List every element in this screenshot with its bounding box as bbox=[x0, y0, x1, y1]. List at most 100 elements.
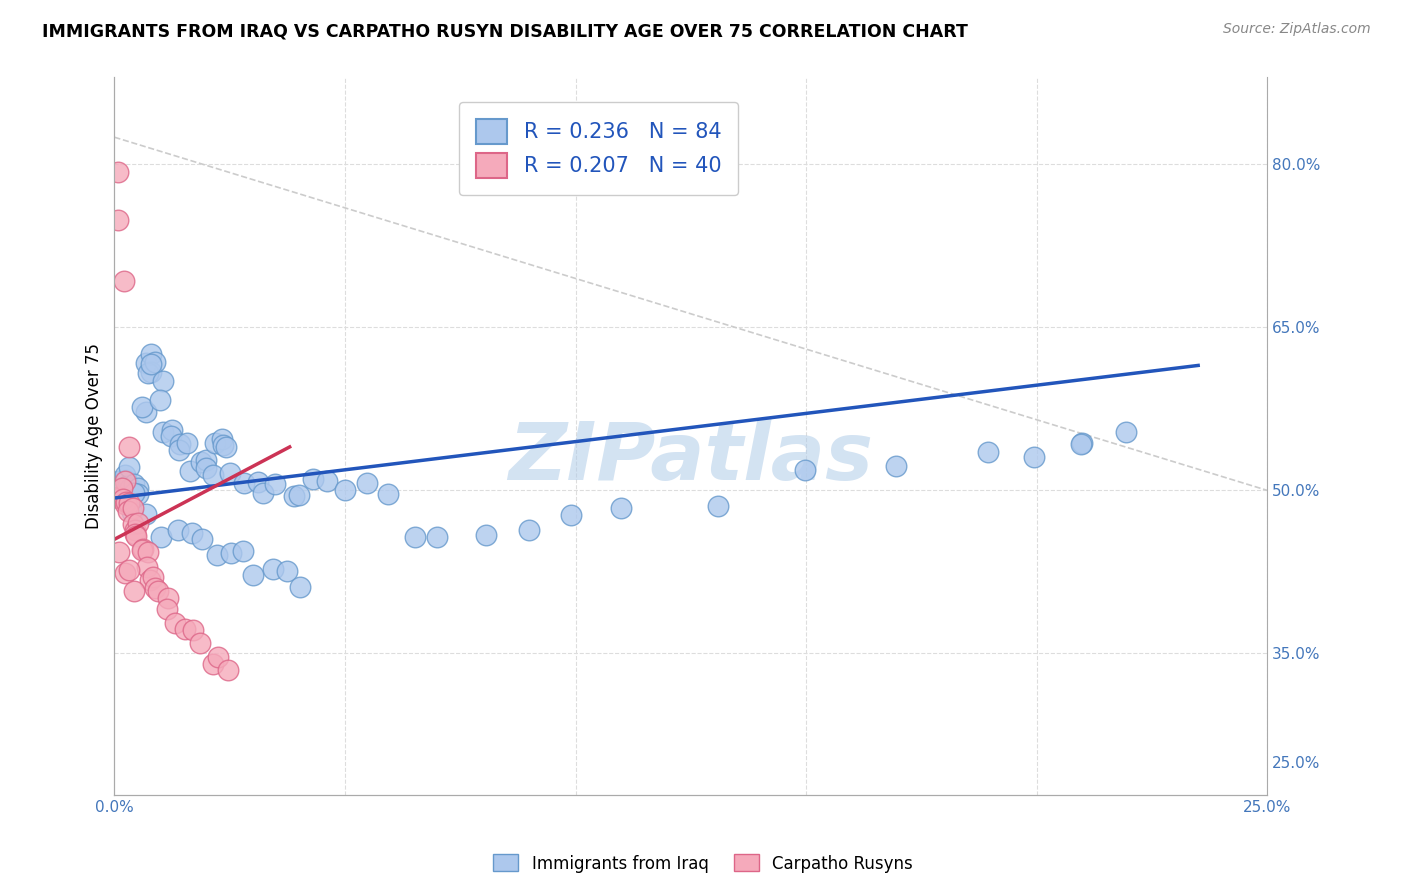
Point bbox=[115, 473, 138, 487]
Point bbox=[107, 212, 129, 227]
Point bbox=[176, 435, 198, 450]
Point bbox=[475, 527, 498, 541]
Point bbox=[127, 516, 149, 531]
Point bbox=[112, 480, 135, 494]
Point bbox=[205, 548, 228, 562]
Point bbox=[977, 445, 1000, 459]
Point bbox=[127, 482, 149, 496]
Point bbox=[404, 530, 426, 544]
Point bbox=[127, 486, 149, 500]
Point bbox=[152, 425, 174, 439]
Point bbox=[115, 495, 138, 509]
Point bbox=[131, 543, 153, 558]
Point bbox=[114, 498, 136, 512]
Point bbox=[156, 602, 179, 616]
Point bbox=[1024, 450, 1046, 464]
Point bbox=[121, 505, 143, 519]
Point bbox=[135, 356, 157, 370]
Point bbox=[159, 429, 181, 443]
Point bbox=[112, 491, 135, 506]
Point bbox=[215, 440, 238, 454]
Point bbox=[117, 478, 139, 492]
Point bbox=[377, 487, 399, 501]
Point bbox=[136, 367, 159, 381]
Point bbox=[233, 475, 256, 490]
Point bbox=[114, 566, 136, 580]
Point bbox=[146, 584, 169, 599]
Point bbox=[118, 481, 141, 495]
Point bbox=[180, 525, 202, 540]
Point bbox=[316, 475, 339, 489]
Point bbox=[121, 485, 143, 500]
Point bbox=[105, 486, 128, 500]
Point bbox=[108, 474, 131, 488]
Point bbox=[117, 484, 139, 499]
Point bbox=[211, 432, 233, 446]
Point bbox=[1115, 425, 1137, 440]
Point bbox=[131, 400, 153, 414]
Text: Source: ZipAtlas.com: Source: ZipAtlas.com bbox=[1223, 22, 1371, 37]
Point bbox=[179, 464, 201, 478]
Point bbox=[262, 562, 284, 576]
Point bbox=[288, 488, 311, 502]
Text: ZIPatlas: ZIPatlas bbox=[509, 418, 873, 497]
Point bbox=[142, 570, 165, 584]
Point bbox=[217, 663, 239, 677]
Point bbox=[204, 435, 226, 450]
Point bbox=[517, 523, 540, 537]
Point bbox=[122, 477, 145, 491]
Point bbox=[114, 474, 136, 488]
Point bbox=[124, 528, 146, 542]
Point bbox=[143, 581, 166, 595]
Point bbox=[167, 443, 190, 458]
Point bbox=[114, 467, 136, 482]
Point bbox=[356, 475, 378, 490]
Point bbox=[135, 507, 157, 521]
Point bbox=[135, 405, 157, 419]
Point bbox=[107, 165, 129, 179]
Point bbox=[136, 545, 159, 559]
Text: IMMIGRANTS FROM IRAQ VS CARPATHO RUSYN DISABILITY AGE OVER 75 CORRELATION CHART: IMMIGRANTS FROM IRAQ VS CARPATHO RUSYN D… bbox=[42, 22, 969, 40]
Point bbox=[426, 530, 449, 544]
Point bbox=[139, 573, 162, 587]
Point bbox=[886, 459, 908, 474]
Point bbox=[221, 546, 243, 560]
Point bbox=[108, 491, 131, 505]
Point bbox=[141, 347, 163, 361]
Point bbox=[560, 508, 582, 522]
Point bbox=[166, 523, 188, 537]
Point bbox=[207, 650, 229, 665]
Point bbox=[118, 563, 141, 577]
Point bbox=[124, 523, 146, 537]
Point bbox=[111, 481, 134, 495]
Point bbox=[1070, 436, 1092, 450]
Point bbox=[242, 567, 264, 582]
Point bbox=[115, 487, 138, 501]
Point bbox=[111, 484, 134, 499]
Point bbox=[190, 455, 212, 469]
Point bbox=[112, 475, 135, 489]
Point bbox=[156, 591, 179, 606]
Point bbox=[108, 485, 131, 500]
Point bbox=[202, 467, 225, 482]
Point bbox=[107, 544, 129, 558]
Point bbox=[219, 466, 242, 480]
Point bbox=[122, 485, 145, 500]
Point bbox=[610, 501, 633, 516]
Point bbox=[118, 460, 141, 475]
Point bbox=[124, 526, 146, 541]
Point bbox=[263, 476, 285, 491]
Point bbox=[117, 504, 139, 518]
Y-axis label: Disability Age Over 75: Disability Age Over 75 bbox=[86, 343, 103, 529]
Point bbox=[1071, 435, 1094, 450]
Point bbox=[108, 482, 131, 496]
Legend: Immigrants from Iraq, Carpatho Rusyns: Immigrants from Iraq, Carpatho Rusyns bbox=[486, 847, 920, 880]
Point bbox=[118, 440, 141, 454]
Point bbox=[107, 481, 129, 495]
Point bbox=[794, 463, 817, 477]
Point bbox=[276, 564, 298, 578]
Point bbox=[148, 393, 170, 408]
Point bbox=[252, 486, 274, 500]
Point bbox=[212, 438, 235, 452]
Point bbox=[195, 452, 218, 467]
